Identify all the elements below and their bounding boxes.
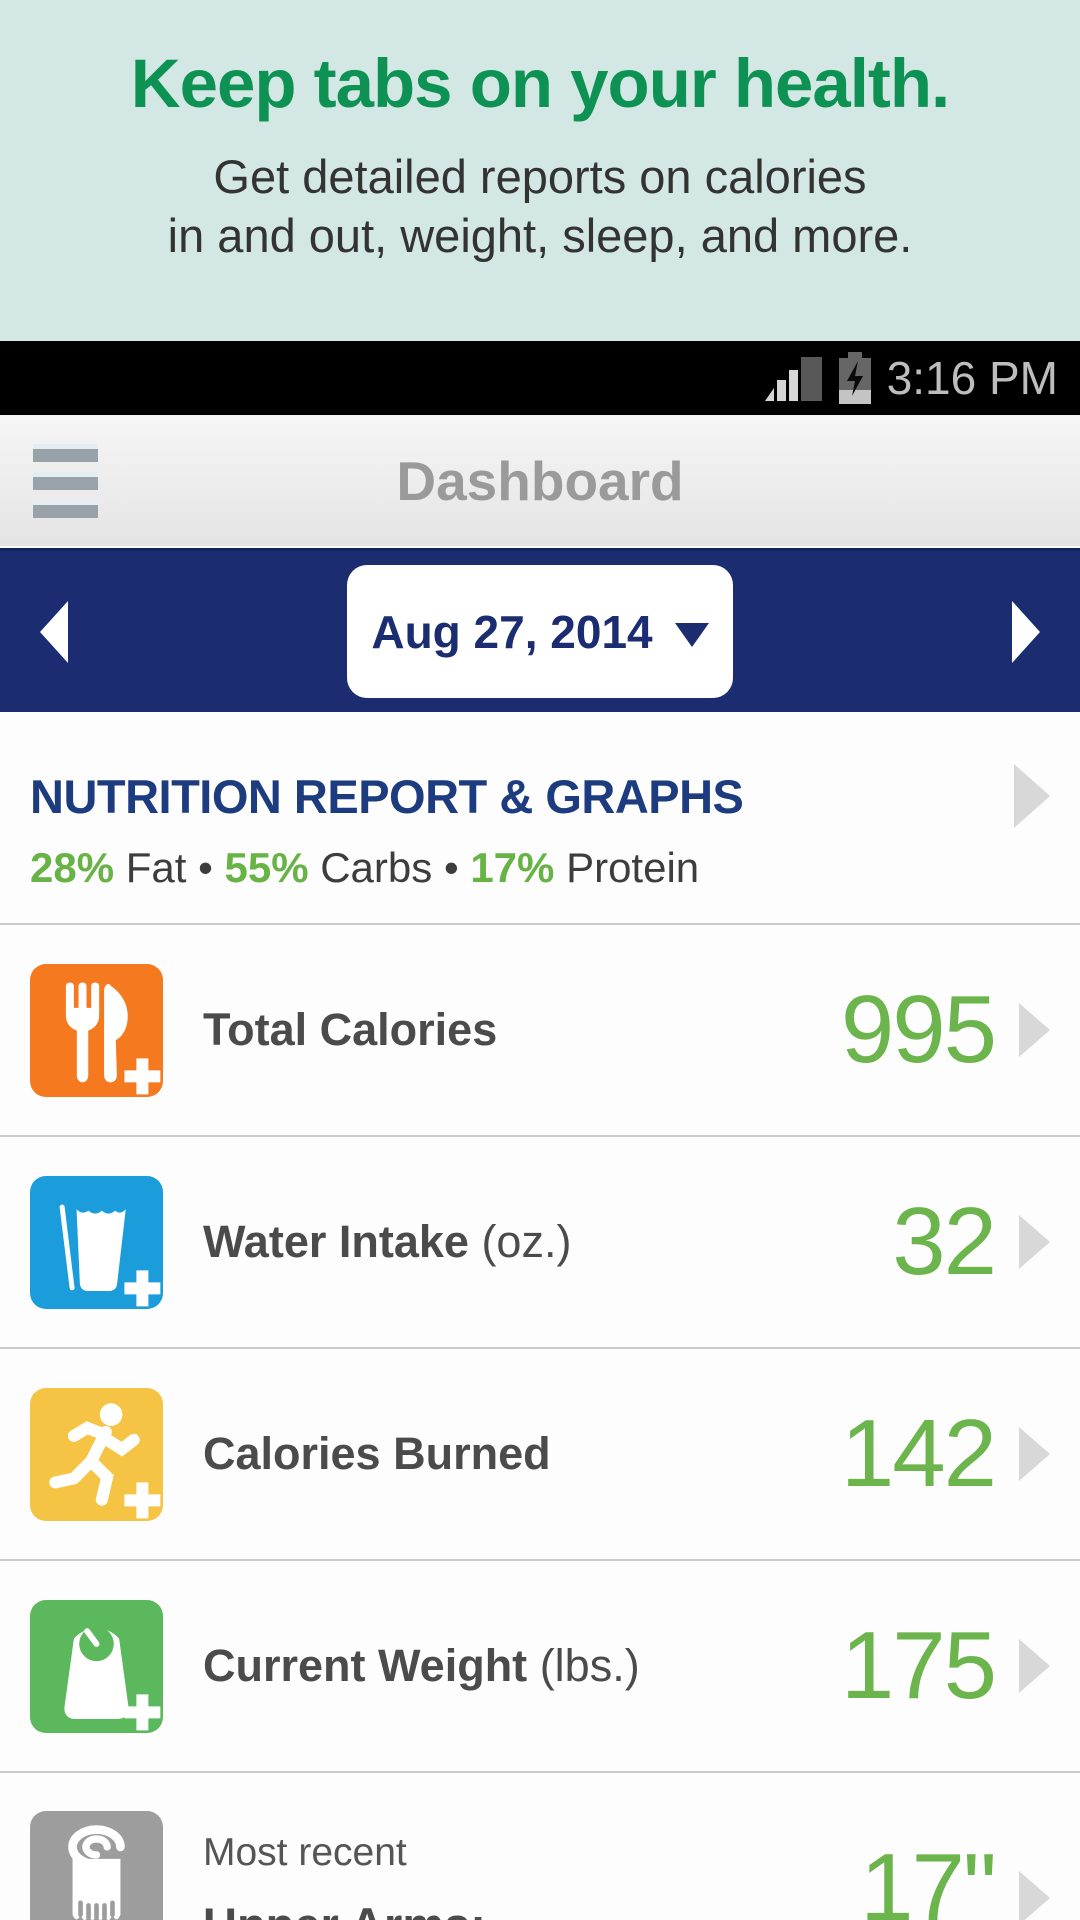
chevron-left-icon [40,600,68,663]
promo-subtitle: Get detailed reports on calories in and o… [0,147,1080,265]
utensils-icon [30,963,163,1097]
list-item-calories-burned[interactable]: Calories Burned 142 [0,1349,1080,1561]
water-glass-icon [30,1175,163,1309]
measurement-label: Upper Arms: [203,1897,486,1920]
weight-scale-icon [30,1599,163,1733]
row-value: 17" [860,1834,997,1920]
row-label: Total Calories [203,1004,498,1055]
date-label: Aug 27, 2014 [371,605,653,658]
caret-down-icon [674,622,709,647]
clock: 3:16 PM [886,352,1058,404]
row-value: 175 [840,1612,997,1719]
previous-day-button[interactable] [30,591,78,673]
measuring-tape-icon [30,1811,163,1920]
macro-pct: 55% [224,844,309,891]
macro-label: Protein [566,844,700,891]
signal-icon [764,357,822,401]
row-value: 32 [892,1188,997,1295]
list-item-water-intake[interactable]: Water Intake (oz.) 32 [0,1137,1080,1349]
dashboard-list: NUTRITION REPORT & GRAPHS 28% Fat • 55% … [0,712,1080,1920]
bullet-separator: • [198,844,213,891]
chevron-right-icon [1012,600,1040,663]
list-item-upper-arms[interactable]: Most recent Upper Arms: 17" [0,1773,1080,1920]
promo-subtitle-line2: in and out, weight, sleep, and more. [167,209,913,263]
weight-scale-glyph [64,1626,161,1730]
measuring-tape-glyph [68,1825,125,1920]
chevron-right-icon [1019,1427,1050,1481]
menu-bar [33,499,98,518]
row-label: Most recent Upper Arms: [203,1831,486,1920]
list-item-total-calories[interactable]: Total Calories 995 [0,925,1080,1137]
next-day-button[interactable] [1002,591,1050,673]
date-navigation-bar: Aug 27, 2014 [0,548,1080,712]
app-header: Dashboard [0,415,1080,548]
menu-bar [33,471,98,490]
status-bar: 3:16 PM [0,341,1080,415]
row-label: Current Weight (lbs.) [203,1640,640,1691]
date-picker-button[interactable]: Aug 27, 2014 [347,565,733,698]
row-value: 995 [840,976,997,1083]
menu-bar [33,443,98,462]
runner-icon [30,1387,163,1521]
promo-banner: Keep tabs on your health. Get detailed r… [0,0,1080,341]
hamburger-menu-icon[interactable] [33,434,98,528]
row-value: 142 [840,1400,997,1507]
list-item-current-weight[interactable]: Current Weight (lbs.) 175 [0,1561,1080,1773]
macro-pct: 28% [30,844,115,891]
chevron-right-icon [1019,1215,1050,1269]
row-label: Water Intake (oz.) [203,1216,572,1267]
water-glass-glyph [59,1204,161,1306]
macro-pct: 17% [470,844,555,891]
runner-glyph [49,1402,161,1518]
chevron-right-icon [1019,1871,1050,1920]
macros-summary: 28% Fat • 55% Carbs • 17% Protein [30,844,1050,892]
promo-title: Keep tabs on your health. [130,45,950,122]
chevron-right-icon [1019,1003,1050,1057]
chevron-right-icon [1014,764,1050,828]
macro-label: Fat [125,844,187,891]
row-label: Calories Burned [203,1428,551,1479]
bullet-separator: • [443,844,459,891]
chevron-right-icon [1019,1639,1050,1693]
most-recent-label: Most recent [203,1831,407,1874]
utensils-glyph [65,982,161,1094]
nutrition-report-link[interactable]: NUTRITION REPORT & GRAPHS 28% Fat • 55% … [0,712,1080,925]
macro-label: Carbs [320,844,433,891]
promo-subtitle-line1: Get detailed reports on calories [213,150,867,203]
battery-charging-icon [838,352,871,404]
section-title: NUTRITION REPORT & GRAPHS [30,769,744,823]
page-title: Dashboard [396,449,684,512]
